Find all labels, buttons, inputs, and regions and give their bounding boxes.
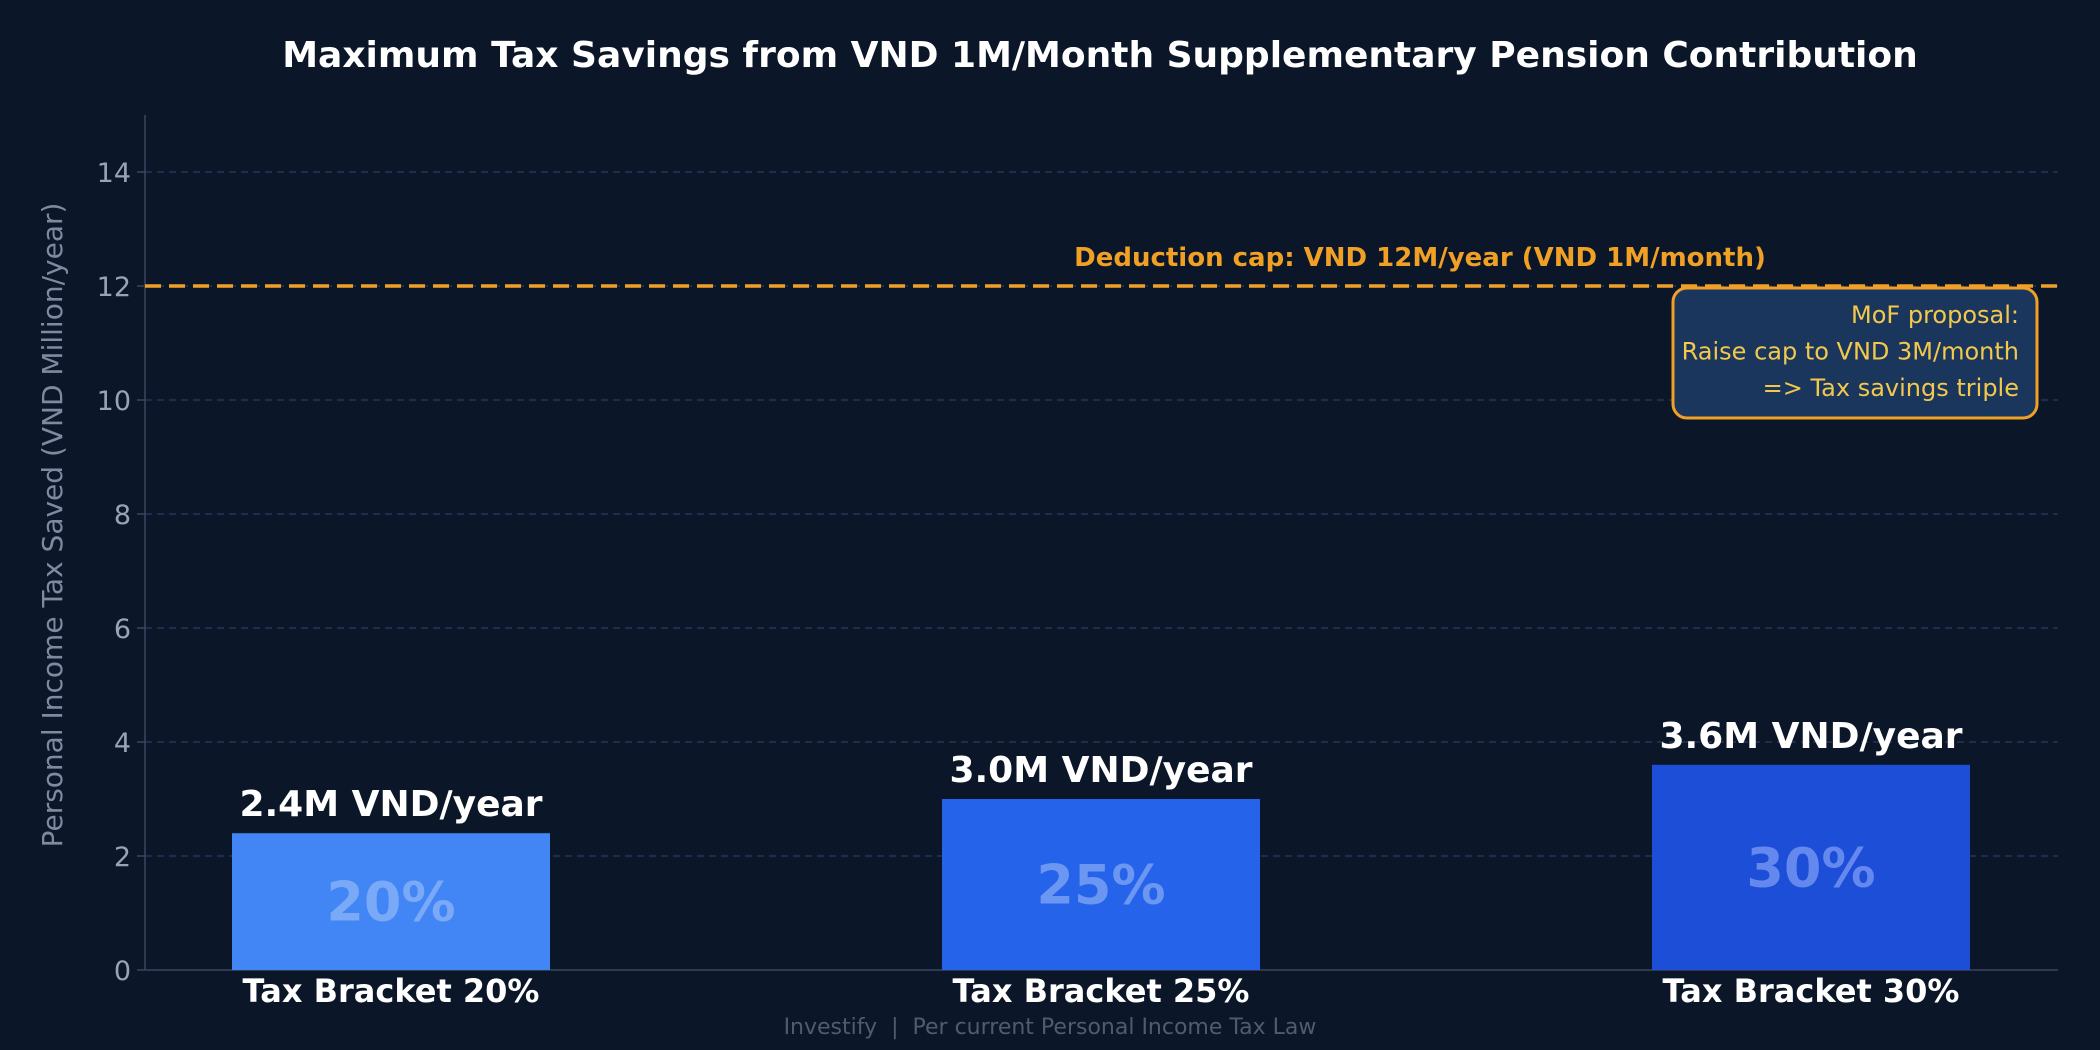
chart-title: Maximum Tax Savings from VND 1M/Month Su… [282, 35, 1918, 76]
bars [232, 764, 1970, 970]
y-tick-label: 4 [114, 728, 131, 759]
x-tick-label: Tax Bracket 20% [243, 972, 540, 1010]
bar-inner-label: 20% [326, 871, 455, 934]
proposal-note-line: => Tax savings triple [1763, 374, 2019, 402]
proposal-note-line: Raise cap to VND 3M/month [1682, 338, 2019, 366]
deduction-cap-line: Deduction cap: VND 12M/year (VND 1M/mont… [145, 243, 2058, 288]
x-tick-label: Tax Bracket 30% [1663, 972, 1960, 1010]
bar [232, 833, 550, 970]
proposal-note-box [1671, 286, 2039, 420]
proposal-note-line: MoF proposal: [1851, 301, 2019, 329]
bar-inner-label: 30% [1746, 836, 1875, 899]
y-tick-label: 6 [114, 614, 131, 645]
bar-value-label: 3.0M VND/year [949, 750, 1252, 791]
y-tick-label: 8 [114, 500, 131, 531]
y-tick-label: 10 [97, 386, 131, 417]
proposal-note: MoF proposal: Raise cap to VND 3M/month =>… [1671, 286, 2039, 420]
x-tick-label: Tax Bracket 25% [953, 972, 1250, 1010]
y-tick-label: 0 [114, 956, 131, 987]
footer-text: Investify | Per current Personal Income … [784, 1015, 1317, 1040]
y-tick-label: 2 [114, 842, 131, 873]
bar-value-label: 3.6M VND/year [1659, 716, 1962, 757]
y-tick-label: 12 [97, 272, 131, 303]
bar-value-label: 2.4M VND/year [239, 784, 542, 825]
deduction-cap-label: Deduction cap: VND 12M/year (VND 1M/mont… [1074, 243, 1766, 273]
y-tick-label: 14 [97, 158, 131, 189]
bar [942, 799, 1260, 970]
labels: 2.4M VND/year 20% Tax Bracket 20% 3.0M VND/… [239, 716, 1962, 1010]
bar-inner-label: 25% [1036, 854, 1165, 917]
bar [1652, 764, 1970, 970]
y-axis-label: Personal Income Tax Saved (VND Million/y… [36, 203, 69, 848]
